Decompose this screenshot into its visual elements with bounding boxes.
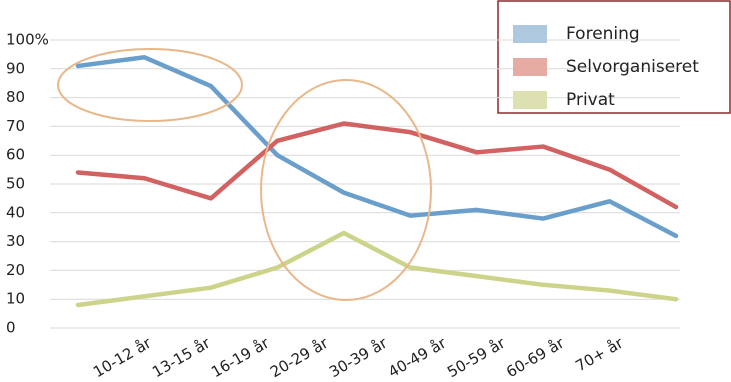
y-tick-label: 30 <box>6 232 25 250</box>
x-tick-label: 60-69 år <box>503 333 568 381</box>
y-tick-label: 10 <box>6 290 25 308</box>
x-tick-label: 40-49 år <box>385 333 450 381</box>
x-tick-label: 10-12 år <box>90 333 155 381</box>
legend-swatch <box>513 25 547 43</box>
series-line <box>75 121 679 210</box>
legend-label: Selvorganiseret <box>566 57 699 77</box>
legend-label: Privat <box>566 90 615 110</box>
legend-swatch <box>513 58 547 76</box>
y-tick-label: 100% <box>6 31 49 49</box>
x-tick-label: 20-29 år <box>267 333 332 381</box>
y-tick-label: 50 <box>6 175 25 193</box>
series-line <box>75 230 679 308</box>
x-tick-label: 13-15 år <box>149 333 214 381</box>
x-tick-label: 70+ år <box>572 333 627 375</box>
y-tick-label: 0 <box>6 319 16 337</box>
y-tick-label: 20 <box>6 261 25 279</box>
y-tick-label: 70 <box>6 117 25 135</box>
y-tick-label: 40 <box>6 203 25 221</box>
series-line <box>75 55 679 239</box>
legend-swatch <box>513 91 547 109</box>
y-tick-label: 90 <box>6 59 25 77</box>
y-tick-label: 80 <box>6 88 25 106</box>
x-tick-label: 16-19 år <box>208 333 273 381</box>
legend-label: Forening <box>566 24 640 44</box>
x-tick-label: 50-59 år <box>444 333 509 381</box>
highlight-ellipse <box>57 48 243 122</box>
highlight-ellipse <box>260 79 432 301</box>
y-tick-label: 60 <box>6 146 25 164</box>
x-tick-label: 30-39 år <box>326 333 391 381</box>
